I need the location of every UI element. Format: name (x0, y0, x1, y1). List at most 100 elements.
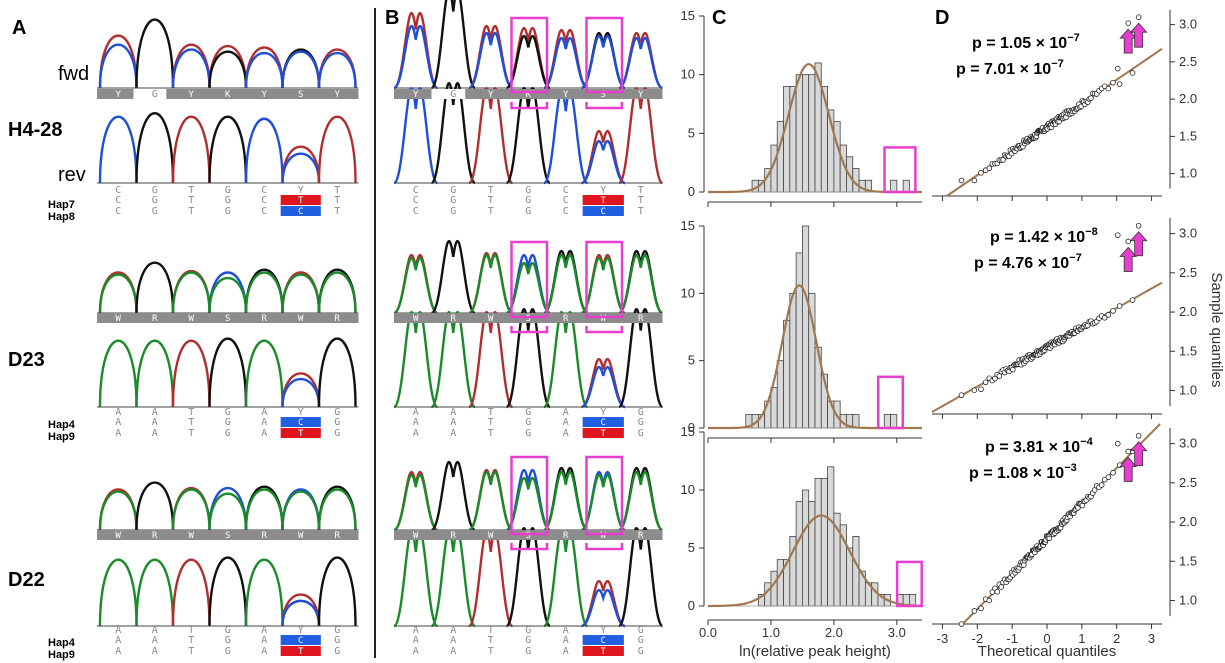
base-call: Y (488, 90, 494, 100)
variant-highlight (280, 206, 321, 216)
base-call: G (334, 635, 340, 646)
variant-highlight (280, 635, 321, 645)
y-tick-label: 10 (681, 285, 695, 300)
peak-trace (244, 117, 284, 184)
base-call: W (298, 314, 304, 324)
base-call: A (152, 625, 158, 636)
base-call: G (334, 428, 340, 439)
qq-point (978, 386, 984, 393)
y-tick-label: 3.0 (1179, 436, 1197, 451)
outlier-point (1125, 238, 1131, 245)
sequence-bar (394, 89, 663, 99)
peak-trace (505, 87, 552, 185)
base-call: Y (413, 90, 419, 100)
base-call: W (116, 531, 122, 541)
base-call: A (115, 635, 121, 646)
peak-trace (617, 87, 664, 185)
base-call: G (225, 206, 231, 217)
base-call: G (152, 185, 158, 196)
peak-trace (317, 488, 357, 531)
y-tick-label: 1.0 (1179, 382, 1197, 397)
base-call: Y (600, 185, 606, 196)
p-value-label: p = 4.76 × 10−7 (974, 252, 1082, 272)
histogram-bar (890, 179, 898, 193)
peak-trace (542, 530, 589, 628)
base-call: A (450, 428, 456, 439)
base-call: G (525, 185, 531, 196)
base-call: A (563, 625, 569, 636)
base-call: T (188, 428, 194, 439)
base-call: A (115, 417, 121, 428)
p-value-mantissa: p = 1.42 × 10 (990, 229, 1085, 246)
peak-trace (244, 485, 284, 531)
panel-label-a: A (12, 17, 26, 39)
base-call: C (298, 418, 303, 428)
histogram-bar (833, 121, 841, 193)
peak-trace (468, 32, 514, 90)
qq-point (971, 177, 978, 184)
p-value-exponent: −4 (1080, 436, 1093, 448)
peak-trace (430, 530, 477, 628)
peak-trace (281, 593, 321, 627)
base-call: C (563, 195, 569, 206)
base-call: A (413, 417, 419, 428)
peak-trace (135, 339, 175, 408)
base-call: A (261, 635, 267, 646)
base-call: G (152, 89, 158, 100)
base-call: T (638, 185, 644, 196)
peak-trace (317, 268, 357, 314)
highlight-bracket (585, 543, 624, 551)
p-value-label: p = 1.05 × 10−7 (972, 32, 1080, 52)
y-tick-label: 10 (681, 482, 695, 497)
qq-point (1105, 312, 1112, 318)
x-axis-title-c: ln(relative peak height) (739, 643, 891, 660)
histogram-bar (802, 225, 810, 429)
base-call: G (450, 185, 456, 196)
qq-point (958, 177, 965, 184)
highlight-box (510, 240, 549, 319)
peak-trace (580, 474, 626, 532)
peak-trace (281, 48, 321, 89)
chromatogram-layer: Y G Y K Y S YC G T G C Y TC G T G C T TC G T G C C TY G Y K Y S YC G T G C… (97, 0, 664, 657)
base-call: R (563, 314, 569, 324)
up-arrow-icon (1129, 231, 1148, 257)
peak-trace (208, 556, 248, 627)
histogram-bar (802, 489, 810, 607)
base-call: A (115, 646, 121, 657)
hap-label: Hap7 (48, 199, 75, 211)
peak-trace (505, 527, 552, 628)
x-tick-label: 2 (1113, 631, 1120, 646)
p-value-label: p = 7.01 × 10−7 (956, 58, 1064, 78)
qq-point (986, 597, 993, 604)
peak-trace (98, 271, 138, 314)
peak-trace (171, 271, 211, 314)
peak-trace (430, 460, 476, 532)
base-call: G (334, 646, 340, 657)
hap-label: Hap4 (48, 419, 76, 431)
y-tick-label: 1.0 (1179, 166, 1197, 181)
peak-trace (135, 558, 175, 627)
base-call: T (488, 407, 494, 418)
base-call: R (451, 531, 457, 541)
base-call: W (116, 314, 122, 324)
p-value-mantissa: p = 1.08 × 10 (969, 465, 1064, 482)
peak-trace (208, 276, 248, 314)
qq-point (971, 608, 978, 614)
peak-trace (171, 48, 211, 89)
peak-trace (281, 488, 321, 531)
base-call: G (225, 635, 231, 646)
base-call: A (261, 417, 267, 428)
p-value-mantissa: p = 3.81 × 10 (985, 439, 1080, 456)
base-call: G (525, 428, 531, 439)
peak-trace (98, 558, 138, 627)
p-value-exponent: −7 (1069, 252, 1082, 264)
base-call: G (334, 625, 340, 636)
hap-label: Hap8 (48, 211, 75, 223)
base-call: C (261, 185, 267, 196)
peak-trace (392, 87, 439, 185)
base-call: R (335, 314, 341, 324)
p-value-label: p = 1.42 × 10−8 (990, 226, 1098, 246)
peak-trace (618, 254, 664, 315)
base-call: A (450, 417, 456, 428)
p-value-exponent: −7 (1067, 32, 1080, 44)
